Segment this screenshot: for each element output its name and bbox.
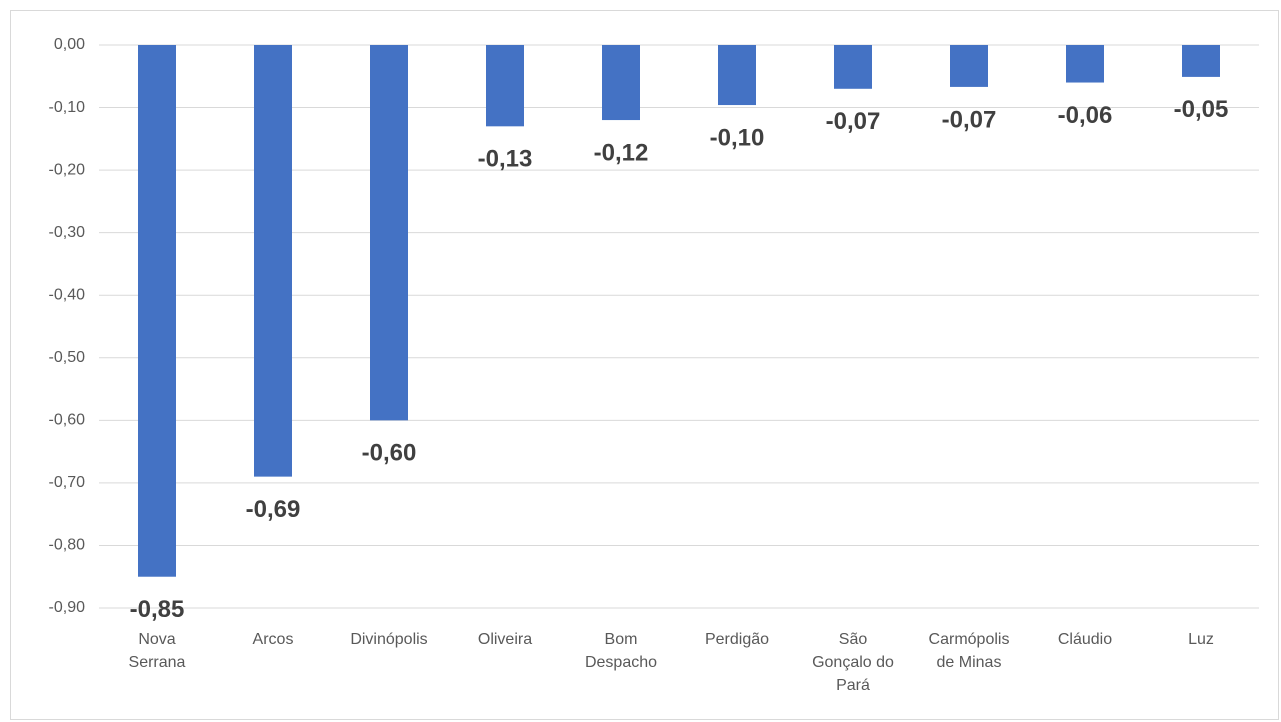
data-label: -0,10 (710, 124, 765, 151)
data-label: -0,06 (1058, 102, 1113, 129)
bar (138, 45, 176, 577)
x-tick-label: Cláudio (1058, 631, 1112, 648)
x-tick-label: Perdigão (705, 631, 769, 648)
x-tick-label: Bom Despacho (585, 631, 657, 671)
bar (1182, 45, 1220, 77)
y-tick-label: 0,00 (54, 36, 85, 53)
data-label: -0,07 (826, 108, 881, 135)
bar (718, 45, 756, 106)
bar (486, 45, 524, 127)
bar (950, 45, 988, 87)
y-tick-label: -0,40 (49, 286, 86, 303)
x-tick-label: Oliveira (478, 631, 532, 648)
y-tick-label: -0,70 (49, 474, 86, 491)
bar (602, 45, 640, 121)
data-label: -0,13 (478, 146, 533, 173)
y-tick-label: -0,80 (49, 537, 86, 554)
x-tick-label: Arcos (253, 631, 294, 648)
data-label: -0,07 (942, 106, 997, 133)
y-tick-label: -0,10 (49, 99, 86, 116)
y-tick-label: -0,20 (49, 161, 86, 178)
data-label: -0,85 (130, 596, 185, 623)
x-tick-label: São Gonçalo do Pará (812, 631, 894, 694)
x-tick-label: Divinópolis (350, 631, 427, 648)
y-tick-label: -0,30 (49, 224, 86, 241)
x-tick-label: Nova Serrana (129, 631, 186, 671)
x-tick-label: Carmópolis de Minas (929, 631, 1010, 671)
y-tick-label: -0,60 (49, 412, 86, 429)
data-label: -0,60 (362, 440, 417, 467)
bar (834, 45, 872, 89)
y-tick-label: -0,90 (49, 599, 86, 616)
data-label: -0,12 (594, 139, 649, 166)
data-label: -0,05 (1174, 96, 1229, 123)
chart-frame (10, 10, 1279, 720)
y-tick-label: -0,50 (49, 349, 86, 366)
data-label: -0,69 (246, 496, 301, 523)
bar (254, 45, 292, 477)
bar (370, 45, 408, 421)
x-tick-label: Luz (1188, 631, 1214, 648)
bar (1066, 45, 1104, 83)
